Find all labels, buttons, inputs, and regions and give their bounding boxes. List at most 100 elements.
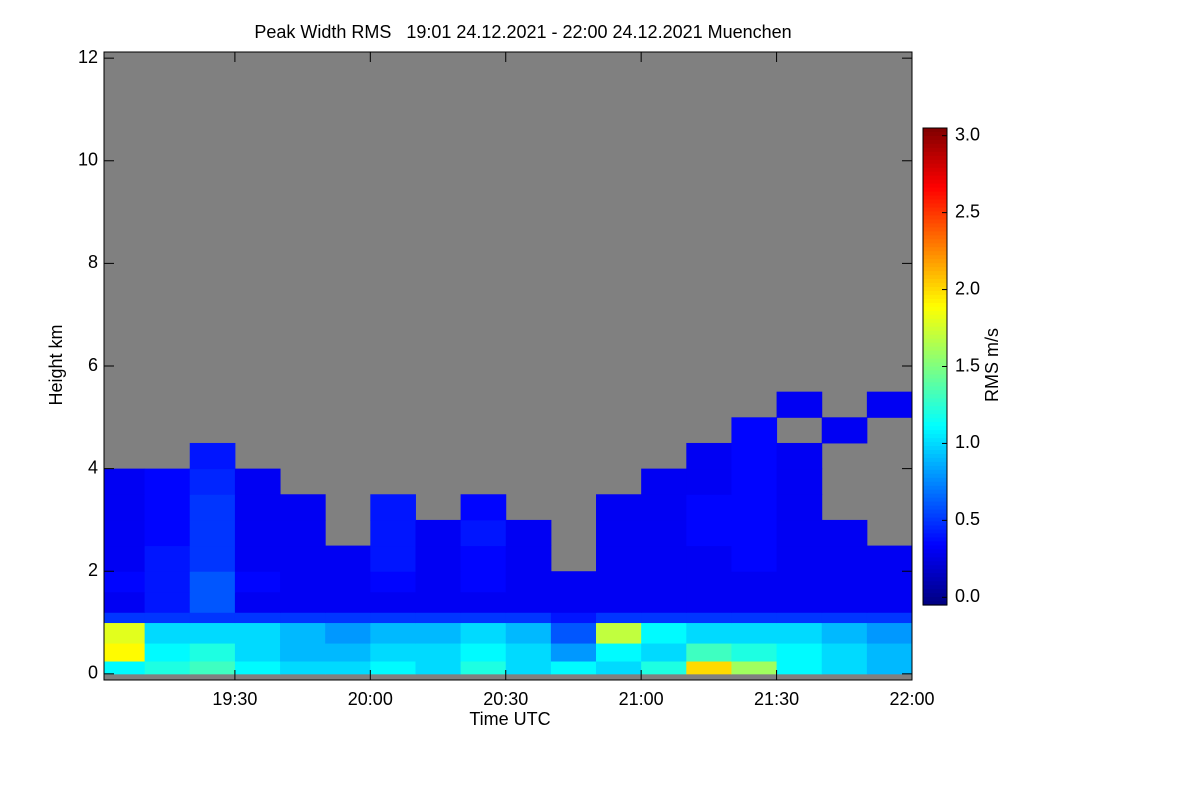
- heatmap-cell: [776, 591, 823, 613]
- heatmap-cell: [776, 519, 823, 547]
- heatmap-cell: [234, 661, 281, 675]
- heatmap-cell: [325, 622, 371, 644]
- heatmap-cell: [144, 519, 191, 547]
- colorbar-segment: [923, 382, 947, 387]
- colorbar-tick-label: 1.5: [955, 355, 980, 375]
- colorbar-segment: [923, 577, 947, 582]
- heatmap-cell: [370, 571, 416, 593]
- heatmap-cell: [460, 494, 507, 521]
- colorbar-segment: [923, 227, 947, 232]
- colorbar-segment: [923, 533, 947, 539]
- colorbar-segment: [923, 394, 947, 399]
- colorbar-segment: [923, 290, 947, 296]
- y-axis-label: Height km: [46, 324, 66, 405]
- heatmap-cell: [234, 494, 281, 521]
- colorbar-segment: [923, 199, 947, 205]
- heatmap-cell: [821, 519, 868, 547]
- colorbar-segment: [923, 306, 947, 312]
- colorbar-segment: [923, 243, 947, 248]
- heatmap-cell: [104, 612, 146, 624]
- colorbar-segment: [923, 410, 947, 415]
- heatmap-cell: [686, 622, 732, 644]
- colorbar-segment: [923, 179, 947, 185]
- heatmap-cell: [415, 612, 462, 624]
- heatmap-cell: [189, 622, 236, 644]
- heatmap-cell: [686, 545, 732, 572]
- colorbar-segment: [923, 247, 947, 252]
- colorbar-segment: [923, 155, 947, 161]
- colorbar-segment: [923, 406, 947, 411]
- colorbar-segment: [923, 207, 947, 213]
- heatmap-cell: [460, 622, 507, 644]
- colorbar-segment: [923, 259, 947, 264]
- colorbar-segment: [923, 390, 947, 395]
- colorbar-segment: [923, 211, 947, 217]
- heatmap-cell: [731, 417, 778, 444]
- heatmap-cell: [821, 622, 868, 644]
- colorbar-segment: [923, 163, 947, 169]
- colorbar-tick-label: 2.5: [955, 201, 980, 221]
- colorbar-segment: [923, 171, 947, 177]
- colorbar-segment: [923, 485, 947, 491]
- heatmap-cell: [280, 519, 326, 547]
- heatmap-cell: [596, 494, 642, 521]
- heatmap-cell: [144, 571, 191, 593]
- heatmap-cell: [325, 661, 371, 675]
- heatmap-cell: [686, 661, 732, 675]
- heatmap-cell: [325, 612, 371, 624]
- colorbar-segment: [923, 255, 947, 260]
- heatmap-cell: [641, 494, 687, 521]
- chart-title: Peak Width RMS 19:01 24.12.2021 - 22:00 …: [254, 22, 791, 42]
- colorbar-segment: [923, 593, 947, 598]
- colorbar-segment: [923, 151, 947, 157]
- heatmap-cell: [641, 661, 687, 675]
- colorbar-segment: [923, 374, 947, 380]
- x-tick-label: 20:30: [483, 689, 528, 709]
- colorbar-segment: [923, 279, 947, 284]
- heatmap-cell: [189, 612, 236, 624]
- heatmap-cell: [280, 622, 326, 644]
- colorbar-segment: [923, 263, 947, 268]
- heatmap-cell: [686, 643, 732, 662]
- heatmap-cell: [776, 468, 823, 495]
- colorbar-segment: [923, 438, 947, 443]
- colorbar-segment: [923, 294, 947, 300]
- heatmap-cell: [370, 612, 416, 624]
- colorbar-segment: [923, 597, 947, 602]
- colorbar-segment: [923, 358, 947, 364]
- heatmap-cell: [505, 571, 552, 593]
- colorbar-segment: [923, 318, 947, 324]
- heatmap-cell: [641, 622, 687, 644]
- heatmap-cell: [686, 494, 732, 521]
- colorbar-segment: [923, 131, 947, 137]
- heatmap-cell: [686, 612, 732, 624]
- heatmap-cell: [460, 571, 507, 593]
- colorbar-tick-label: 0.5: [955, 509, 980, 529]
- colorbar-segment: [923, 585, 947, 590]
- colorbar-segment: [923, 187, 947, 193]
- colorbar-segment: [923, 525, 947, 531]
- y-tick-label: 6: [88, 355, 98, 375]
- heatmap-cell: [460, 519, 507, 547]
- heatmap-cell: [866, 391, 913, 418]
- heatmap-cell: [686, 591, 732, 613]
- heatmap-cell: [731, 442, 778, 470]
- y-tick-label: 8: [88, 252, 98, 272]
- heatmap-cell: [415, 661, 462, 675]
- colorbar-segment: [923, 449, 947, 455]
- heatmap-cell: [641, 612, 687, 624]
- heatmap-cell: [234, 622, 281, 644]
- heatmap-cell: [104, 622, 146, 644]
- heatmap-cell: [189, 545, 236, 572]
- heatmap-cell: [550, 571, 597, 593]
- colorbar-segment: [923, 545, 947, 550]
- heatmap-cell: [370, 643, 416, 662]
- colorbar-segment: [923, 557, 947, 562]
- colorbar-segment: [923, 147, 947, 153]
- heatmap-cell: [821, 591, 868, 613]
- heatmap-cell: [460, 643, 507, 662]
- heatmap-cell: [821, 612, 868, 624]
- colorbar-segment: [923, 338, 947, 344]
- colorbar-segment: [923, 601, 947, 606]
